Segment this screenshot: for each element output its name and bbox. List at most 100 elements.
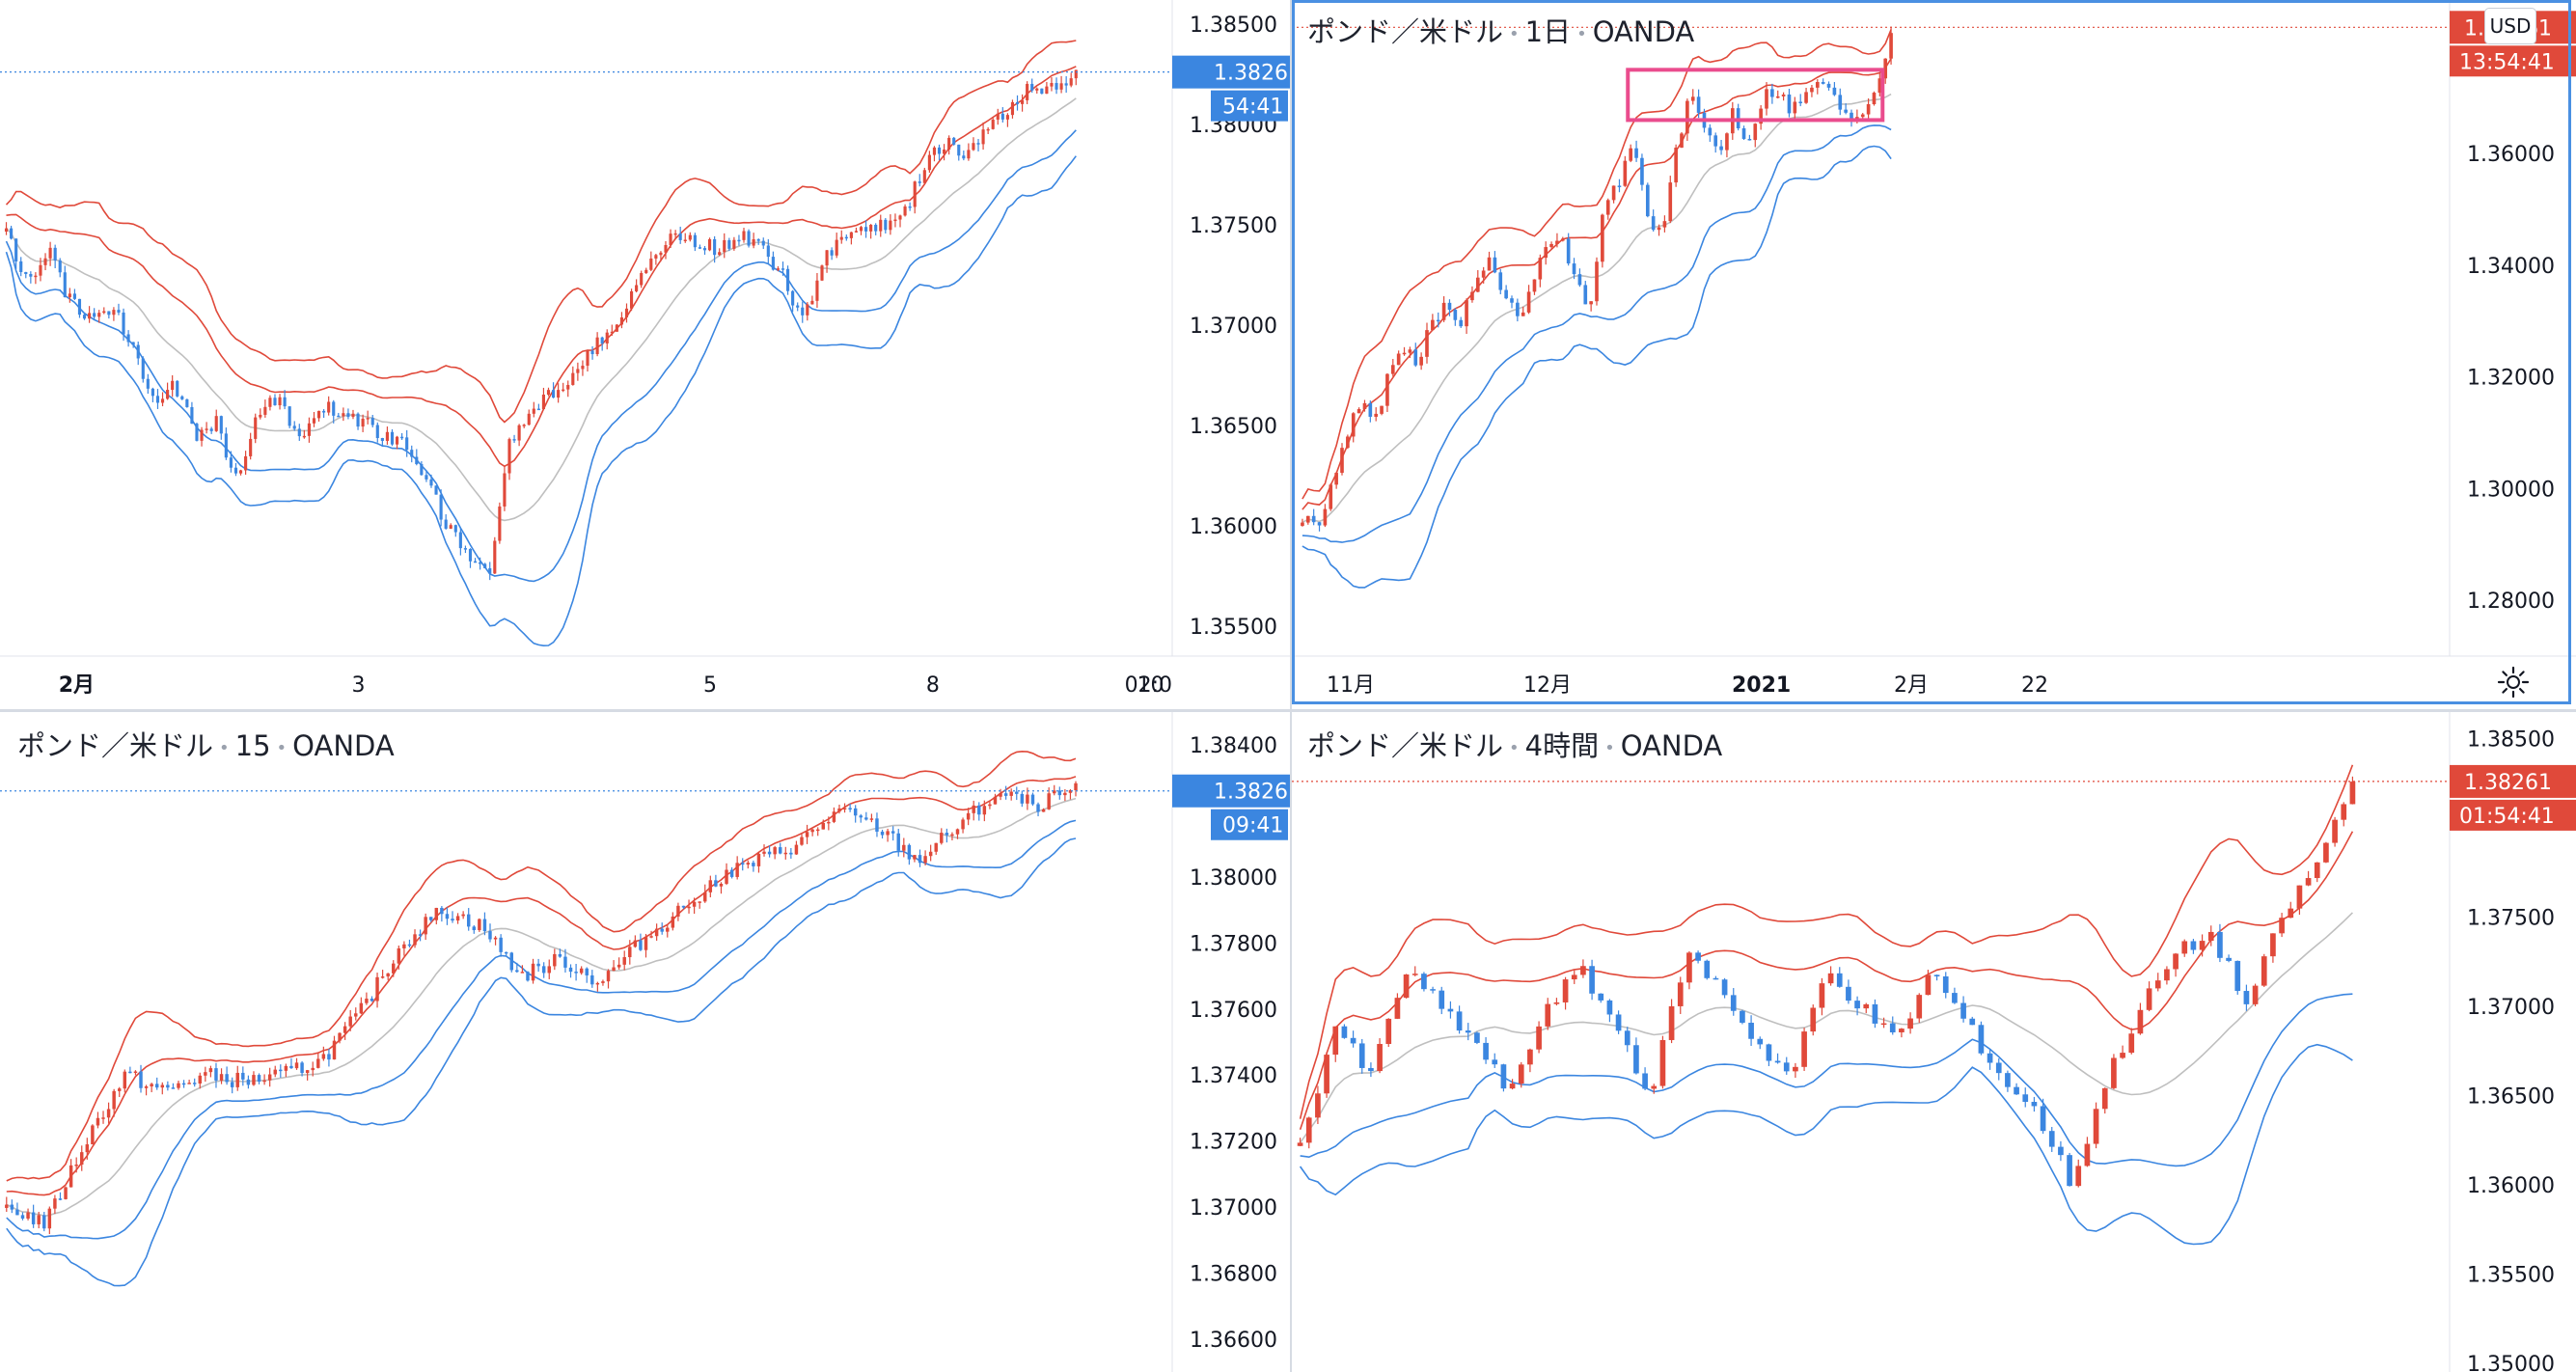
candle-body	[185, 398, 189, 407]
candle-body	[2031, 1102, 2038, 1107]
candle-body	[752, 863, 755, 866]
candle-body	[1536, 1026, 1542, 1050]
candle-body	[1925, 974, 1932, 996]
candle-body	[1765, 89, 1768, 109]
candle-body	[445, 914, 450, 919]
chart-panel-4h[interactable]: 1.38500 1.37500 1.37000 1.36500 1.36000 1.355…	[1292, 712, 2576, 1372]
candle-body	[986, 128, 990, 131]
candle-body	[708, 880, 713, 892]
candle-body	[1385, 373, 1389, 406]
candle-body	[767, 851, 772, 855]
candle-body	[493, 540, 497, 574]
panel-divider-vertical[interactable]	[1290, 0, 1292, 1372]
candle-body	[619, 316, 624, 325]
candle-body	[1863, 1003, 1870, 1009]
candle-body	[2234, 960, 2241, 992]
candle-body	[718, 252, 722, 256]
chart-canvas-br[interactable]: 1.38500 1.37500 1.37000 1.36500 1.36000 1.355…	[1292, 712, 2576, 1372]
countdown-box	[1211, 809, 1288, 840]
candle-body	[884, 219, 888, 231]
candle-body	[488, 567, 492, 574]
candle-body	[536, 408, 540, 411]
candle-body	[246, 1079, 251, 1085]
candle-body	[903, 206, 907, 216]
candle-body	[703, 892, 707, 902]
candle-body	[1690, 96, 1695, 101]
candle-body	[967, 150, 971, 159]
candle-body	[483, 563, 487, 568]
candle-body	[1877, 78, 1882, 94]
candle-body	[698, 901, 701, 903]
candle-body	[1942, 975, 1949, 994]
candle-body	[628, 947, 632, 958]
candle-body	[1787, 94, 1792, 114]
candle-body	[1629, 148, 1633, 161]
candle-body	[1810, 1007, 1817, 1032]
time-tick-label: 22	[2021, 673, 2048, 698]
candle-body	[361, 418, 365, 427]
candle-body	[1456, 1011, 1463, 1031]
bollinger-upper-2sigma	[1302, 29, 1892, 500]
candle-body	[2279, 918, 2285, 934]
chart-panel-15m[interactable]: 1.38400 1.38000 1.37800 1.37600 1.37400 1.372…	[0, 712, 1290, 1372]
chart-canvas-bl[interactable]: 1.38400 1.38000 1.37800 1.37600 1.37400 1.372…	[0, 712, 1290, 1372]
currency-button[interactable]: USD	[2484, 8, 2536, 44]
candle-body	[1323, 508, 1328, 526]
candle-body	[557, 390, 561, 398]
candle-body	[1725, 133, 1729, 151]
candle-body	[263, 406, 267, 415]
candle-body	[1571, 974, 1577, 980]
candle-body	[1623, 160, 1628, 186]
candle-body	[1549, 243, 1553, 248]
candle-body	[1846, 986, 1851, 1002]
title-pair: ポンド／米ドル	[17, 729, 214, 762]
bollinger-lower-2sigma	[6, 837, 1077, 1287]
chart-panel-daily[interactable]: 1.360001.340001.320001.300001.280001.382…	[1292, 0, 2576, 709]
candle-body	[827, 821, 831, 824]
candle-body	[200, 429, 204, 441]
candle-body	[714, 880, 718, 887]
candle-body	[972, 805, 975, 813]
chart-panel-15m-large[interactable]: 1.38500 1.38000 1.37500 1.37000 1.36500 1.360…	[0, 0, 1290, 709]
candle-body	[902, 844, 906, 851]
candle-body	[2164, 969, 2170, 981]
candle-body	[859, 815, 863, 818]
candle-body	[171, 1087, 176, 1089]
candle-body	[1606, 1000, 1613, 1015]
candle-body	[1883, 58, 1888, 79]
candle-body	[1952, 993, 1958, 1003]
chart-canvas-tr[interactable]: 1.360001.340001.320001.300001.280001.382…	[1292, 0, 2576, 709]
candle-body	[1766, 1044, 1772, 1061]
candle-body	[649, 258, 653, 270]
candle-body	[869, 818, 874, 820]
candle-body	[957, 144, 961, 156]
candle-body	[1695, 952, 1701, 961]
candle-body	[961, 819, 965, 830]
candle-body	[1000, 113, 1004, 120]
candle-body	[1634, 148, 1638, 158]
candle-body	[2323, 842, 2329, 863]
candle-body	[1668, 1005, 1675, 1040]
title-pair: ポンド／米ドル	[1307, 729, 1504, 762]
candle-body	[1532, 279, 1537, 292]
candle-body	[2349, 782, 2356, 805]
candle-body	[1821, 82, 1825, 84]
candle-body	[615, 324, 618, 332]
candle-body	[2332, 819, 2338, 843]
candle-body	[354, 1013, 358, 1017]
candle-body	[1329, 484, 1333, 509]
candle-body	[1562, 979, 1569, 1002]
panel-divider-horizontal[interactable]	[0, 709, 2576, 712]
candle-body	[1050, 83, 1054, 87]
settings-gear-icon[interactable]	[2497, 666, 2530, 699]
candle-body	[259, 414, 262, 418]
candle-body	[141, 358, 145, 379]
candle-body	[181, 1083, 186, 1085]
candle-body	[466, 914, 471, 927]
candle-body	[2111, 1057, 2117, 1088]
chart-canvas-tl[interactable]: 1.385001.380001.375001.370001.365001.360…	[0, 0, 1290, 709]
candle-body	[1498, 272, 1503, 290]
candle-body	[1844, 109, 1848, 113]
candle-body	[2288, 908, 2294, 919]
candle-body	[472, 926, 477, 931]
